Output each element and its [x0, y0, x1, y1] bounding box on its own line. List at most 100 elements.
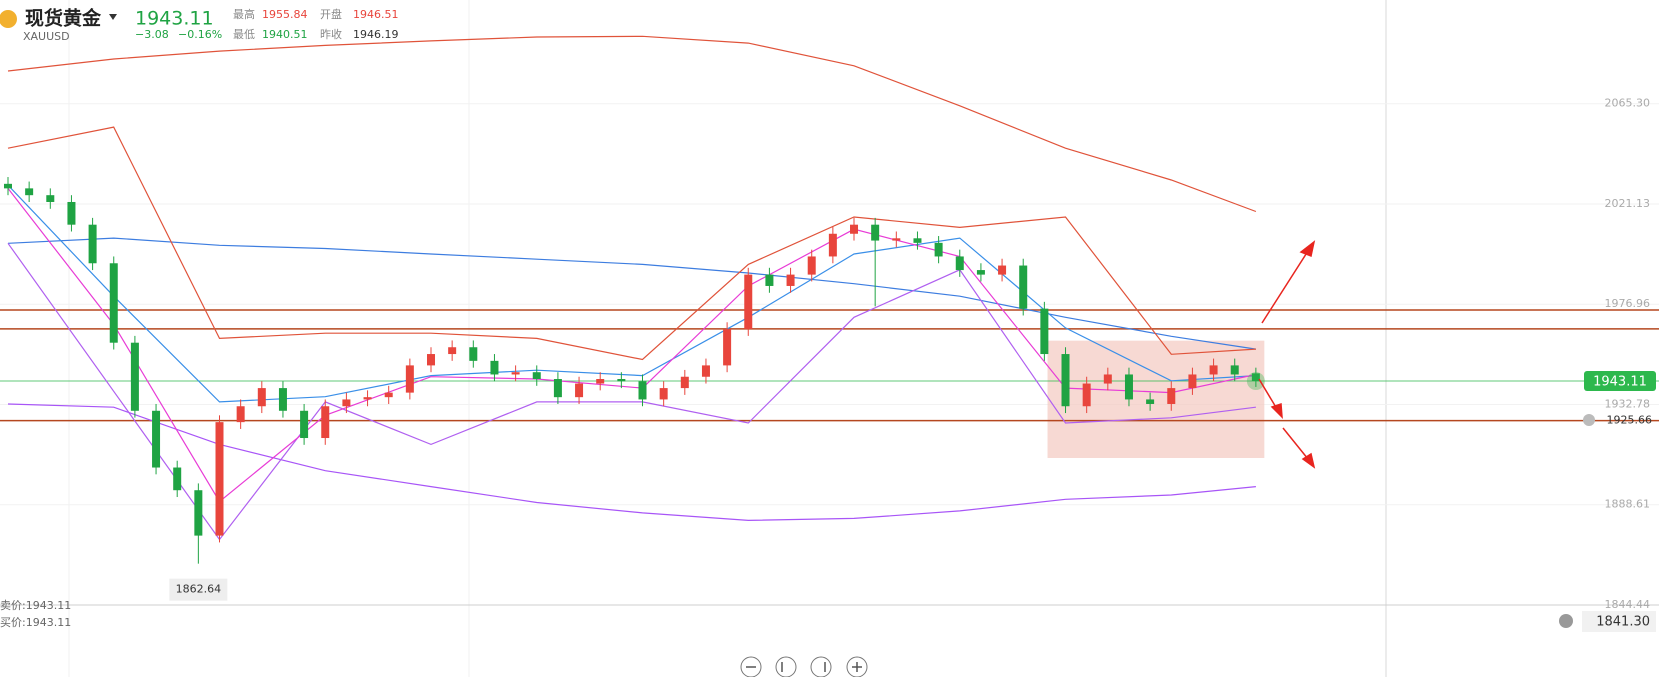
candle-body [828, 233, 837, 257]
low-label: 1862.64 [176, 583, 222, 596]
price: 1943.11 [135, 8, 214, 30]
candle-body [1124, 374, 1133, 400]
high-label: 最高 [233, 7, 255, 21]
candle-body [152, 410, 161, 468]
candle-body [575, 383, 584, 398]
nav-icons [746, 662, 862, 672]
y-tick-label: 1844.44 [1605, 598, 1651, 611]
candle-body [723, 329, 732, 366]
y-tick-label: 2065.30 [1605, 97, 1651, 110]
candle-body [109, 263, 118, 343]
dropdown[interactable] [109, 14, 117, 20]
candle-body [871, 224, 880, 241]
indicator-line [7, 237, 1256, 350]
bell-icon[interactable] [1559, 614, 1573, 628]
price-badge-label: 1943.11 [1593, 375, 1647, 390]
y-tick-label: 1932.78 [1605, 397, 1651, 410]
candle-body [46, 195, 55, 202]
candle-body [1230, 365, 1239, 375]
candle-body [321, 406, 330, 439]
candle-body [955, 256, 964, 271]
indicator-line [7, 126, 1256, 361]
candle-body [490, 360, 499, 375]
candle-body [67, 201, 76, 225]
indicator-line [7, 35, 1257, 213]
candle-body [807, 256, 816, 275]
candle-body [384, 392, 393, 398]
candle-body [1061, 354, 1070, 407]
footer: 卖价:1943.11 买价:1943.11 1841.30 [0, 414, 1656, 677]
candle-body [913, 238, 922, 243]
candle-body [173, 467, 182, 491]
open-label: 开盘 [320, 7, 342, 21]
nav-buttons [740, 656, 868, 677]
candle-body [88, 224, 97, 264]
last-glow [1246, 372, 1265, 391]
instrument-name[interactable]: 现货黄金 [25, 7, 102, 30]
candle-body [448, 347, 457, 355]
low-label: 最低 [233, 28, 255, 41]
candle-body [194, 490, 203, 536]
go-end[interactable] [810, 656, 832, 677]
candle-body [1146, 399, 1155, 404]
arrow-up [1261, 250, 1309, 324]
candle-body [765, 274, 774, 286]
candle-body [532, 372, 541, 380]
candle-body [1103, 374, 1112, 384]
candle-body [405, 365, 414, 393]
candle-body [511, 372, 520, 375]
candle-body [278, 388, 287, 411]
candle-body [680, 376, 689, 389]
candle-body [130, 342, 139, 411]
candle-body [617, 379, 626, 382]
arrow-head [1299, 240, 1316, 258]
prev: 1946.19 [353, 28, 399, 41]
candle-body [998, 265, 1007, 275]
bell-icon[interactable] [1583, 414, 1595, 426]
candle-body [1082, 383, 1091, 407]
go-start[interactable] [775, 656, 797, 677]
y-tick-label: 2021.13 [1605, 197, 1651, 210]
gold-icon [0, 10, 17, 28]
candle-body [701, 365, 710, 377]
candle-body [934, 242, 943, 257]
arrow-head [1301, 452, 1316, 469]
candle-body [1019, 265, 1028, 309]
alert-box[interactable] [1582, 611, 1656, 632]
plot: 2065.30 2021.13 1976.96 1932.78 1888.61 1844.… [0, 35, 1659, 611]
candle-body [427, 354, 436, 366]
candle-body [469, 347, 478, 361]
candle-body [25, 188, 34, 196]
symbol: XAUUSD [23, 30, 70, 43]
candle-body [638, 381, 647, 400]
candle-body [976, 270, 985, 275]
candle-body [342, 399, 351, 407]
candle-body [892, 238, 901, 241]
alert-level-label: 1925.66 [1607, 414, 1653, 427]
high: 1955.84 [262, 8, 308, 21]
change: −3.08 [135, 28, 169, 41]
candle-body [215, 422, 224, 536]
candle-body [363, 397, 372, 400]
candle-body [300, 410, 309, 439]
candle-body [1209, 365, 1218, 375]
prev-label: 昨收 [320, 27, 342, 41]
candle-body [1040, 308, 1049, 355]
arrow-down [1258, 378, 1278, 410]
open: 1946.51 [353, 8, 399, 21]
range-zone [1047, 340, 1265, 458]
candle-body [1188, 374, 1197, 389]
candle-body [786, 274, 795, 286]
candle-body [596, 379, 605, 384]
alert-price: 1841.30 [1596, 615, 1650, 630]
candle-body [1251, 373, 1260, 382]
background-grid [68, 0, 1387, 677]
change-pct: −0.16% [178, 28, 222, 41]
y-tick-label: 1888.61 [1605, 498, 1651, 511]
candle-body [236, 406, 245, 423]
header: 现货黄金 1943.11 XAUUSD −3.08 −0.16% 最高 1955… [0, 7, 399, 43]
buy-price: 买价:1943.11 [0, 616, 71, 629]
low: 1940.51 [262, 28, 308, 41]
candle-body [659, 388, 668, 400]
